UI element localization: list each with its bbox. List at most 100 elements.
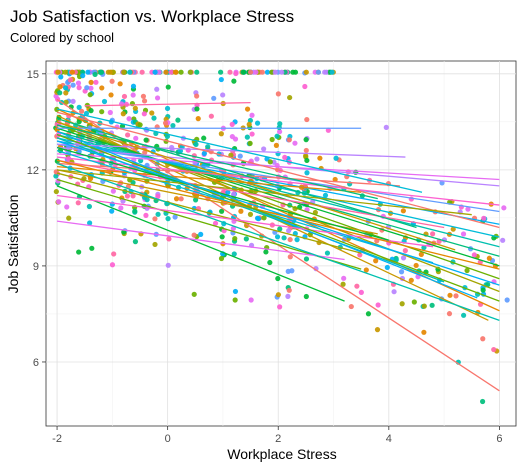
regression-line	[56, 130, 478, 299]
data-point	[254, 215, 261, 221]
data-point	[109, 262, 116, 268]
data-point	[303, 256, 310, 262]
regression-line	[84, 101, 251, 107]
data-point	[76, 85, 82, 91]
data-point	[166, 236, 172, 242]
data-point	[282, 154, 288, 161]
data-point	[429, 302, 435, 308]
data-point	[304, 170, 310, 176]
data-point	[164, 105, 171, 112]
data-point	[99, 109, 105, 115]
data-point	[357, 252, 363, 258]
data-point	[130, 83, 137, 89]
data-point	[87, 92, 93, 98]
data-point	[88, 108, 94, 114]
data-point	[254, 120, 261, 126]
data-point	[464, 267, 470, 274]
data-point	[421, 303, 427, 309]
data-point	[329, 69, 335, 75]
data-point	[54, 106, 60, 112]
data-point	[246, 121, 252, 127]
data-point	[193, 197, 199, 203]
y-tick-label: 12	[27, 165, 39, 177]
data-point	[281, 235, 287, 241]
y-tick-label: 6	[33, 357, 39, 369]
data-point	[137, 122, 143, 128]
data-point	[170, 122, 176, 129]
data-point	[249, 112, 255, 118]
data-point	[313, 266, 319, 272]
data-point	[193, 141, 199, 147]
y-tick-label: 9	[33, 261, 39, 273]
data-point	[219, 234, 225, 240]
data-point	[374, 327, 381, 333]
data-point	[450, 226, 456, 232]
data-point	[187, 69, 194, 75]
data-point	[57, 84, 63, 90]
data-point	[391, 289, 397, 295]
data-point	[383, 124, 389, 130]
data-point	[286, 287, 292, 293]
data-point	[67, 77, 74, 83]
regression-line	[56, 194, 434, 248]
data-point	[238, 208, 244, 214]
data-point	[237, 153, 243, 159]
data-point	[341, 275, 347, 281]
data-point	[276, 124, 282, 131]
data-point	[198, 231, 204, 237]
data-point	[269, 136, 275, 143]
data-point	[126, 116, 132, 122]
data-point	[124, 193, 131, 199]
data-point	[130, 92, 136, 98]
x-tick-label: 6	[496, 433, 502, 445]
data-point	[178, 196, 184, 202]
x-tick-label: -2	[52, 433, 62, 445]
data-point	[324, 69, 330, 75]
data-point	[57, 90, 63, 96]
x-tick-label: 0	[165, 433, 171, 445]
regression-line	[56, 140, 500, 286]
data-point	[227, 69, 233, 75]
regression-line	[56, 178, 362, 270]
data-point	[107, 109, 113, 116]
data-point	[294, 237, 300, 243]
data-point	[267, 259, 273, 266]
data-point	[109, 208, 115, 214]
chart-title: Job Satisfaction vs. Workplace Stress	[10, 7, 294, 26]
data-point	[212, 220, 219, 226]
data-point	[400, 208, 406, 214]
data-point	[75, 200, 81, 206]
data-point	[287, 236, 293, 243]
data-point	[259, 69, 265, 75]
data-point	[228, 152, 234, 158]
data-point	[274, 133, 280, 139]
data-point	[132, 239, 139, 245]
regression-line	[56, 220, 345, 261]
regression-line	[57, 143, 406, 158]
data-point	[144, 197, 150, 203]
data-point	[87, 220, 93, 226]
data-point	[92, 71, 98, 78]
data-point	[177, 148, 184, 154]
data-point	[141, 98, 148, 104]
data-point	[194, 69, 200, 75]
data-point	[165, 216, 171, 222]
data-point	[500, 237, 506, 243]
data-point	[149, 110, 155, 116]
data-point	[325, 127, 331, 133]
regression-line	[57, 166, 362, 193]
data-point	[232, 288, 239, 295]
data-point	[244, 134, 250, 140]
data-point	[55, 69, 61, 75]
data-point	[264, 69, 271, 75]
data-point	[152, 69, 158, 75]
data-point	[480, 287, 486, 293]
data-point	[53, 188, 59, 195]
data-point	[63, 99, 69, 105]
regression-line	[56, 169, 378, 235]
data-point	[70, 98, 76, 104]
x-tick-label: 4	[386, 433, 392, 445]
data-point	[225, 189, 231, 196]
data-point	[303, 137, 309, 143]
data-point	[173, 196, 180, 202]
